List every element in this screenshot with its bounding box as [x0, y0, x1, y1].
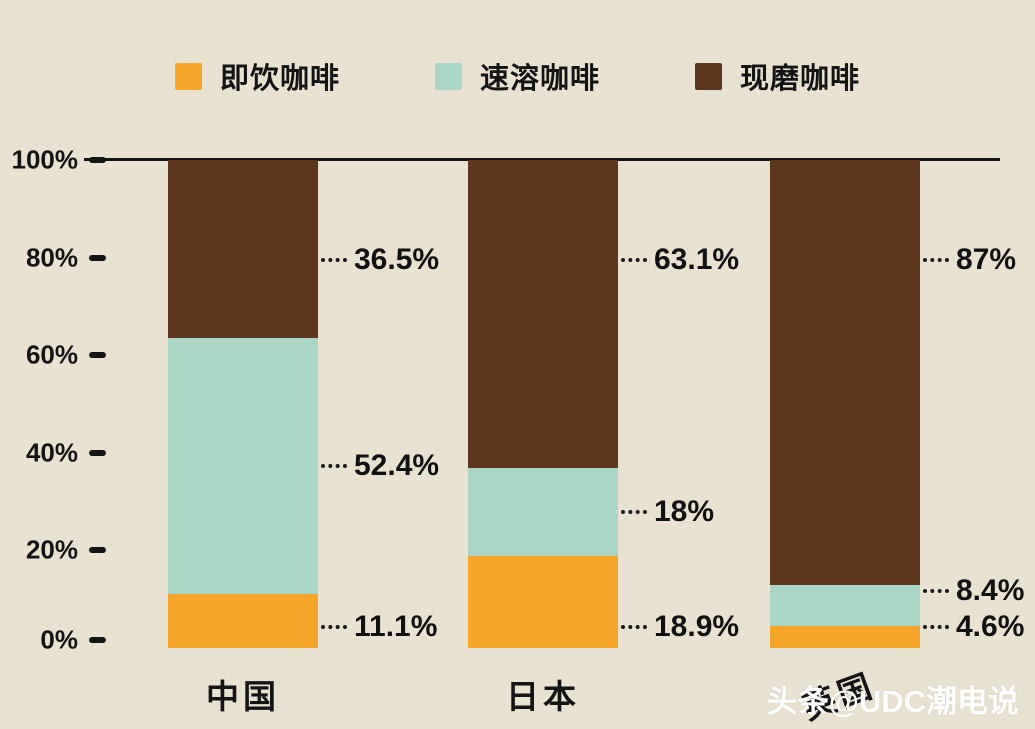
- legend-item-instant-coffee: 速溶咖啡: [434, 55, 600, 97]
- stacked-bar-3: [770, 160, 920, 648]
- bar-segment-速溶咖啡: [468, 467, 618, 556]
- y-axis-label-20: 20%: [25, 534, 78, 565]
- bar-segment-现磨咖啡: [168, 160, 318, 339]
- y-axis-label-0: 0%: [40, 624, 78, 655]
- bar-segment-即饮咖啡: [468, 555, 618, 648]
- label-leader: [923, 258, 949, 262]
- bar-segment-现磨咖啡: [468, 160, 618, 468]
- legend: 即饮咖啡 速溶咖啡 现磨咖啡: [0, 55, 1035, 97]
- value-label: 18.9%: [654, 610, 740, 643]
- watermark-text: 头条@UDC潮电说: [766, 684, 1019, 719]
- stacked-bar-1: [168, 160, 318, 648]
- legend-swatch-rtd-coffee: [174, 62, 202, 90]
- value-label: 36.5%: [354, 243, 440, 276]
- y-axis-label-40: 40%: [25, 437, 78, 468]
- value-label: 4.6%: [956, 610, 1025, 643]
- y-axis-label-100: 100%: [11, 144, 79, 175]
- label-leader: [321, 625, 347, 629]
- label-leader: [321, 258, 347, 262]
- bar-segment-即饮咖啡: [770, 625, 920, 648]
- label-leader: [621, 258, 647, 262]
- bar-segment-现磨咖啡: [770, 160, 920, 585]
- y-axis-label-80: 80%: [25, 242, 78, 273]
- value-label: 87%: [956, 243, 1017, 276]
- y-tick-80: [89, 255, 106, 261]
- category-label-china: 中国: [206, 678, 280, 715]
- label-leader: [923, 589, 949, 593]
- label-leader: [621, 625, 647, 629]
- label-leader: [923, 625, 949, 629]
- legend-label-ground-coffee: 现磨咖啡: [740, 63, 861, 95]
- legend-label-rtd-coffee: 即饮咖啡: [219, 63, 340, 95]
- legend-label-instant-coffee: 速溶咖啡: [479, 63, 600, 95]
- value-label: 18%: [654, 494, 715, 528]
- plot-area: 11.1% 52.4% 36.5% 18.9% 18% 63.1% 4.6% 8.4% 87%: [105, 160, 1024, 648]
- bar-segment-速溶咖啡: [770, 584, 920, 626]
- y-tick-0: [89, 637, 106, 643]
- value-label: 8.4%: [956, 574, 1025, 607]
- y-tick-60: [89, 352, 106, 358]
- y-tick-40: [89, 450, 106, 456]
- legend-swatch-instant-coffee: [434, 62, 462, 90]
- top-gridline-100pct: [84, 158, 1000, 161]
- legend-item-rtd-coffee: 即饮咖啡: [174, 55, 340, 97]
- legend-item-ground-coffee: 现磨咖啡: [695, 55, 860, 97]
- legend-swatch-ground-coffee: [695, 62, 722, 90]
- y-axis-label-60: 60%: [25, 339, 78, 370]
- y-tick-20: [89, 547, 106, 553]
- stacked-bar-2: [468, 160, 618, 648]
- bar-segment-即饮咖啡: [168, 593, 318, 648]
- category-label-japan: 日本: [506, 678, 580, 715]
- label-leader: [621, 509, 647, 514]
- value-label: 52.4%: [354, 448, 440, 482]
- value-label: 11.1%: [354, 610, 438, 643]
- bar-segment-速溶咖啡: [168, 338, 318, 594]
- label-leader: [321, 463, 347, 468]
- value-label: 63.1%: [654, 243, 740, 276]
